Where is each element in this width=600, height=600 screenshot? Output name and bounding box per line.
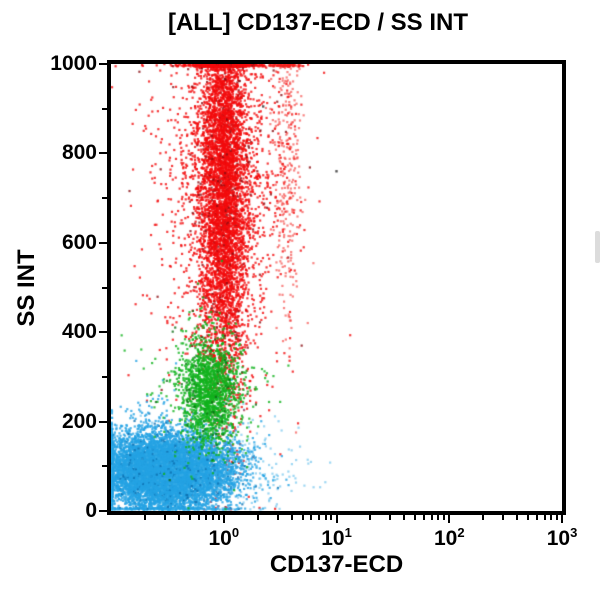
x-minor-tick xyxy=(414,515,417,520)
scatter-canvas xyxy=(111,64,562,511)
x-minor-tick xyxy=(310,515,313,520)
y-major-tick xyxy=(99,152,107,155)
x-minor-tick xyxy=(143,515,146,520)
x-minor-tick xyxy=(369,515,372,520)
x-major-tick xyxy=(222,515,225,523)
x-tick-label: 101 xyxy=(321,525,352,550)
x-major-tick xyxy=(448,515,451,523)
x-minor-tick xyxy=(482,515,485,520)
y-major-tick xyxy=(99,331,107,334)
plot-title: [ALL] CD137-ECD / SS INT xyxy=(167,9,469,36)
x-minor-tick xyxy=(550,515,553,520)
x-minor-tick xyxy=(535,515,538,520)
x-minor-tick xyxy=(555,515,558,520)
x-major-tick xyxy=(335,515,338,523)
y-tick-label: 400 xyxy=(61,320,97,344)
edge-artifact xyxy=(595,231,600,263)
x-minor-tick xyxy=(443,515,446,520)
x-minor-tick xyxy=(403,515,406,520)
x-minor-tick xyxy=(330,515,333,520)
y-major-tick xyxy=(99,510,107,512)
plot-area xyxy=(107,60,566,515)
x-axis-label: CD137-ECD xyxy=(269,551,404,578)
y-minor-tick xyxy=(102,197,107,200)
x-minor-tick xyxy=(217,515,220,520)
x-tick-label: 100 xyxy=(208,525,240,550)
x-minor-tick xyxy=(276,515,279,520)
x-minor-tick xyxy=(543,515,546,520)
y-minor-tick xyxy=(102,465,107,468)
y-tick-label: 0 xyxy=(85,499,97,522)
y-tick-label: 600 xyxy=(61,230,97,254)
y-tick-label: 800 xyxy=(61,141,97,165)
x-minor-tick xyxy=(197,515,200,520)
x-minor-tick xyxy=(290,515,293,520)
x-minor-tick xyxy=(301,515,304,520)
x-minor-tick xyxy=(527,515,530,520)
x-minor-tick xyxy=(177,515,180,520)
y-major-tick xyxy=(99,241,107,244)
x-minor-tick xyxy=(502,515,505,520)
y-minor-tick xyxy=(102,375,107,378)
y-tick-label: 1000 xyxy=(50,52,97,75)
x-minor-tick xyxy=(423,515,426,520)
x-minor-tick xyxy=(188,515,191,520)
x-tick-label: 102 xyxy=(433,525,465,550)
x-minor-tick xyxy=(430,515,433,520)
x-minor-tick xyxy=(163,515,166,520)
x-minor-tick xyxy=(318,515,321,520)
y-axis-label: SS INT xyxy=(13,249,40,327)
x-minor-tick xyxy=(211,515,214,520)
y-minor-tick xyxy=(102,286,107,289)
x-minor-tick xyxy=(205,515,208,520)
x-minor-tick xyxy=(389,515,392,520)
x-minor-tick xyxy=(516,515,519,520)
x-minor-tick xyxy=(324,515,327,520)
x-minor-tick xyxy=(256,515,259,520)
y-tick-label: 200 xyxy=(61,409,97,433)
y-major-tick xyxy=(99,420,107,423)
x-minor-tick xyxy=(437,515,440,520)
x-tick-label: 103 xyxy=(546,525,578,550)
y-major-tick xyxy=(99,63,107,65)
x-major-tick xyxy=(561,515,563,523)
y-minor-tick xyxy=(102,107,107,110)
